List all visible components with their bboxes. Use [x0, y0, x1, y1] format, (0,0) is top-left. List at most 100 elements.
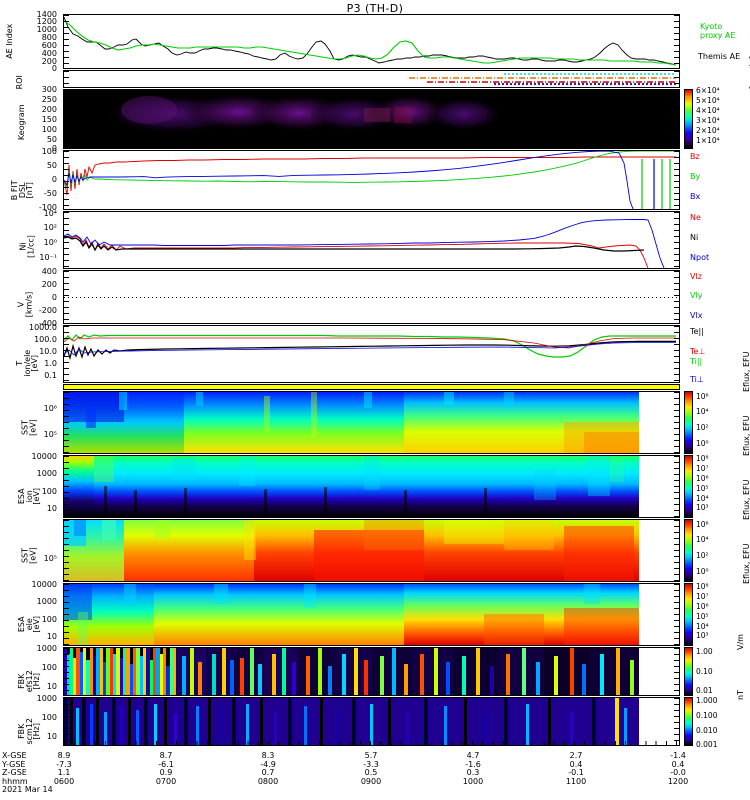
row-label-hhmm: hhmm	[2, 776, 28, 786]
sst-ion-yticks-right	[674, 392, 679, 453]
temperature-ytick-labels: 1000.0 100.0 10.0 1.0 0.1	[29, 323, 57, 380]
sst-ion-yticks-left	[64, 392, 69, 453]
esa-electron-colorbar-title: Eflux, EFU	[742, 543, 750, 585]
sst-electron-colorbar	[684, 519, 693, 582]
density-yticks-left	[64, 212, 69, 268]
density-axis-title: Ni [1/cc]	[18, 235, 36, 258]
sst-ion-colorbar-title: Eflux, EFU	[742, 351, 750, 393]
legend-vly: Vly	[690, 291, 703, 300]
ae-axis-title: AE Index	[4, 23, 14, 59]
keogram-colorbar	[684, 89, 693, 149]
esa-ion-ytick-labels: 10000 1000 100 10	[31, 452, 57, 513]
esa-ion-axis-title: ESA ion [eV]	[16, 487, 41, 505]
fbk-scm-yticks-right	[674, 698, 679, 745]
temperature-traces	[64, 334, 676, 361]
bfit-yticks-left	[64, 151, 69, 209]
legend-vlx: Vlx	[690, 311, 703, 320]
x-axis-ticks	[64, 741, 679, 745]
roi-yticks-right	[674, 71, 679, 87]
legend-bx: Bx	[690, 192, 701, 201]
panel-keogram	[63, 89, 680, 149]
keogram-yticks-left	[64, 90, 69, 148]
legend-te-perp: Te⊥	[690, 347, 706, 356]
sst-electron-spectrogram	[64, 520, 679, 581]
fbk-scm-spectrogram	[64, 698, 679, 745]
row-label-z-gse: Z-GSE	[2, 768, 27, 778]
bfit-axis-title: B FIT DSL [nT]	[9, 180, 34, 201]
fbk-efs-colorbar-title: V/m	[736, 634, 745, 650]
fbk-scm-colorbar	[684, 697, 693, 746]
panel-esa-ion	[63, 455, 680, 518]
sst-ion-axis-title: SST [eV]	[20, 419, 38, 436]
fbk-scm-ytick-labels: 1000 100 10	[36, 694, 57, 741]
keogram-axis-title: Keogram	[16, 104, 26, 141]
esa-ele-ytick-labels: 10000 1000 100 10	[31, 580, 57, 641]
fbk-efs-spectrogram	[64, 648, 679, 695]
temperature-axis-title: T ion/ele [eV]	[14, 349, 39, 377]
keogram-image	[64, 90, 679, 148]
panel-roi	[63, 70, 680, 88]
legend-te-para: Te||	[690, 327, 704, 336]
esa-ion-colorbar-title: Eflux, EFU	[742, 415, 750, 457]
legend-kyoto-proxy-ae: Kyoto proxy AE	[700, 22, 736, 40]
esa-electron-spectrogram	[64, 584, 679, 645]
fbk-efs-colorbar	[684, 647, 693, 696]
esa-ele-axis-title: ESA ele [eV]	[16, 615, 41, 633]
velocity-ytick-labels: 400 200 0 -200 -400	[38, 267, 57, 328]
panel-fbk-scm	[63, 697, 680, 746]
legend-vlz: Vlz	[690, 272, 702, 281]
panel-esa-electron	[63, 583, 680, 646]
legend-ti-para: Ti||	[690, 357, 703, 366]
temperature-yticks-right	[674, 326, 679, 382]
bfit-ytick-labels: 100 50 0 -50 -100	[38, 147, 57, 212]
fbk-scm-colorbar-title: nT	[736, 690, 745, 700]
density-ytick-labels: 10⁴ 10² 10⁰ 10⁻¹	[39, 209, 57, 262]
esa-ion-spectrogram	[64, 456, 679, 517]
legend-by: By	[690, 172, 701, 181]
sst-ele-axis-title: SST [eV]	[20, 547, 38, 564]
legend-ne: Ne	[690, 213, 701, 222]
sst-ele-ytick-labels: 10⁵	[43, 554, 57, 563]
keogram-ytick-labels: 300 250 200 150 100 50 0	[41, 85, 57, 153]
density-yticks-right	[674, 212, 679, 268]
esa-ion-colorbar	[684, 455, 693, 518]
legend-ni: Ni	[690, 233, 699, 242]
panel-density	[63, 211, 680, 269]
bfit-traces	[64, 151, 676, 209]
fbk-scm-yticks-left	[64, 698, 69, 745]
panel-velocity	[63, 270, 680, 324]
mode-bar	[63, 384, 680, 390]
sst-ele-yticks-left	[64, 520, 69, 581]
panel-ae-index	[63, 14, 680, 69]
sst-ion-colorbar	[684, 391, 693, 454]
velocity-zero-line	[64, 297, 679, 298]
roi-bars	[409, 73, 676, 86]
panel-sst-ion	[63, 391, 680, 454]
page-title: P3 (TH-D)	[346, 2, 404, 15]
keogram-yticks-right	[674, 90, 679, 148]
esa-electron-colorbar	[684, 583, 693, 646]
fbk-efs-ytick-labels: 1000 100 10	[36, 644, 57, 691]
bfit-yticks-right	[674, 151, 679, 209]
esa-ele-yticks-left	[64, 584, 69, 645]
panel-temperature	[63, 325, 680, 383]
sst-ion-spectrogram	[64, 392, 679, 453]
date-label: 2021 Mar 14	[2, 785, 53, 795]
sst-electron-colorbar-title: Eflux, EFU	[742, 479, 750, 521]
legend-ti-perp: Ti⊥	[690, 375, 704, 384]
sst-ion-ytick-labels: 10⁶ 10⁵	[43, 404, 57, 439]
fbk-efs-yticks-right	[674, 648, 679, 695]
ae-yticks-right	[674, 15, 679, 68]
roi-yticks-left	[64, 71, 69, 87]
ae-ytick-labels: 1400 1200 1000 800 600 400 200 0	[36, 10, 57, 73]
legend-bz: Bz	[690, 152, 700, 161]
fbk-scm-axis-title: FBK scm12 [Hz]	[16, 717, 41, 745]
fbk-efs-yticks-left	[64, 648, 69, 695]
legend-themis-ae: Themis AE	[698, 52, 741, 61]
sst-ele-yticks-right	[674, 520, 679, 581]
ae-yticks-left	[64, 15, 69, 68]
row-label-x-gse: X-GSE	[2, 751, 27, 760]
temperature-yticks-left	[64, 326, 69, 382]
legend-npot: Npot	[690, 253, 710, 262]
